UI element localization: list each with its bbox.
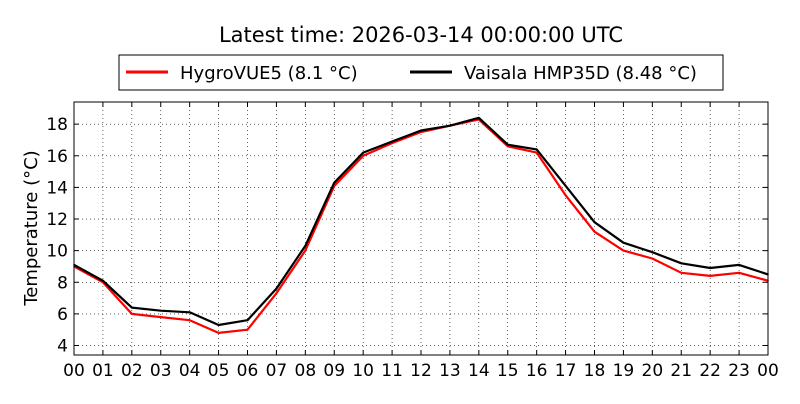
- x-tick-label: 09: [323, 361, 345, 381]
- data-point-vaisala: [651, 251, 654, 254]
- data-point-vaisala: [564, 185, 567, 187]
- data-point-hygrovue5: [159, 316, 162, 318]
- x-tick-label: 23: [728, 361, 750, 381]
- x-tick-label: 11: [381, 361, 403, 381]
- y-tick-label: 14: [46, 178, 68, 198]
- data-point-vaisala: [217, 324, 220, 326]
- data-point-vaisala: [738, 264, 740, 266]
- data-point-vaisala: [304, 245, 307, 247]
- data-point-hygrovue5: [593, 230, 596, 233]
- data-point-hygrovue5: [304, 249, 307, 252]
- data-point-vaisala: [131, 306, 133, 309]
- data-point-hygrovue5: [131, 313, 133, 315]
- data-point-hygrovue5: [246, 328, 249, 331]
- x-tick-label: 17: [555, 361, 577, 381]
- x-tick-label: 12: [410, 361, 432, 381]
- data-point-hygrovue5: [622, 249, 625, 252]
- x-tick-label: 20: [642, 361, 664, 381]
- data-point-vaisala: [333, 181, 336, 184]
- x-tick-label: 16: [526, 361, 548, 381]
- chart-title: Latest time: 2026-03-14 00:00:00 UTC: [219, 23, 623, 47]
- x-tick-label: 00: [757, 361, 779, 381]
- data-point-hygrovue5: [188, 319, 191, 322]
- x-tick-label: 05: [208, 361, 230, 381]
- y-tick-label: 16: [46, 147, 68, 167]
- data-point-vaisala: [593, 221, 596, 223]
- series-lines: [73, 116, 769, 334]
- data-point-hygrovue5: [506, 145, 509, 148]
- data-point-vaisala: [362, 151, 364, 154]
- data-point-vaisala: [478, 117, 480, 119]
- y-tick-label: 4: [57, 337, 68, 357]
- data-point-vaisala: [275, 287, 278, 290]
- x-tick-label: 02: [121, 361, 143, 381]
- axis-ticks: 00 01 02 03 04 05 06 07 08 09 10 11 12 13 14 15 16 17 18 19…: [46, 102, 779, 381]
- data-point-vaisala: [102, 279, 104, 282]
- data-point-vaisala: [188, 311, 191, 314]
- x-tick-label: 04: [179, 361, 201, 381]
- x-tick-label: 07: [266, 361, 288, 381]
- data-point-vaisala: [622, 241, 625, 244]
- y-tick-label: 10: [46, 242, 68, 262]
- grid: [73, 102, 769, 355]
- x-tick-label: 00: [63, 361, 85, 381]
- x-tick-label: 13: [439, 361, 461, 381]
- legend-label-vaisala: Vaisala HMP35D (8.48 °C): [464, 63, 697, 84]
- x-tick-label: 14: [468, 361, 490, 381]
- x-tick-label: 01: [92, 361, 114, 381]
- y-tick-label: 12: [46, 210, 68, 230]
- x-tick-label: 18: [584, 361, 606, 381]
- legend-label-hygrovue5: HygroVUE5 (8.1 °C): [180, 63, 358, 84]
- legend: HygroVUE5 (8.1 °C) Vaisala HMP35D (8.48 …: [118, 54, 724, 91]
- data-point-hygrovue5: [275, 292, 278, 295]
- x-tick-label: 10: [352, 361, 374, 381]
- data-point-vaisala: [391, 140, 393, 143]
- y-tick-label: 8: [57, 273, 68, 293]
- data-point-vaisala: [420, 129, 422, 132]
- data-point-vaisala: [449, 124, 451, 127]
- data-point-vaisala: [535, 148, 538, 151]
- x-tick-label: 21: [670, 361, 692, 381]
- data-point-hygrovue5: [217, 332, 220, 334]
- y-axis-label: Temperature (°C): [21, 150, 42, 306]
- data-point-vaisala: [680, 262, 683, 265]
- data-point-vaisala: [159, 309, 162, 312]
- data-point-hygrovue5: [564, 194, 567, 197]
- data-point-hygrovue5: [535, 151, 538, 154]
- data-point-hygrovue5: [738, 271, 740, 274]
- data-point-hygrovue5: [651, 257, 654, 260]
- data-point-vaisala: [506, 143, 509, 146]
- y-tick-label: 6: [57, 305, 68, 325]
- x-tick-label: 06: [237, 361, 259, 381]
- x-tick-label: 22: [699, 361, 721, 381]
- y-tick-label: 18: [46, 115, 68, 135]
- data-point-hygrovue5: [362, 154, 364, 157]
- x-tick-label: 03: [150, 361, 172, 381]
- data-point-vaisala: [246, 319, 249, 322]
- x-tick-label: 19: [613, 361, 635, 381]
- x-tick-label: 08: [295, 361, 317, 381]
- data-point-hygrovue5: [680, 271, 683, 274]
- series-line-vaisala: [73, 116, 769, 327]
- x-tick-label: 15: [497, 361, 519, 381]
- data-point-vaisala: [709, 267, 711, 269]
- data-point-hygrovue5: [709, 275, 711, 277]
- plot-frame: [73, 101, 769, 356]
